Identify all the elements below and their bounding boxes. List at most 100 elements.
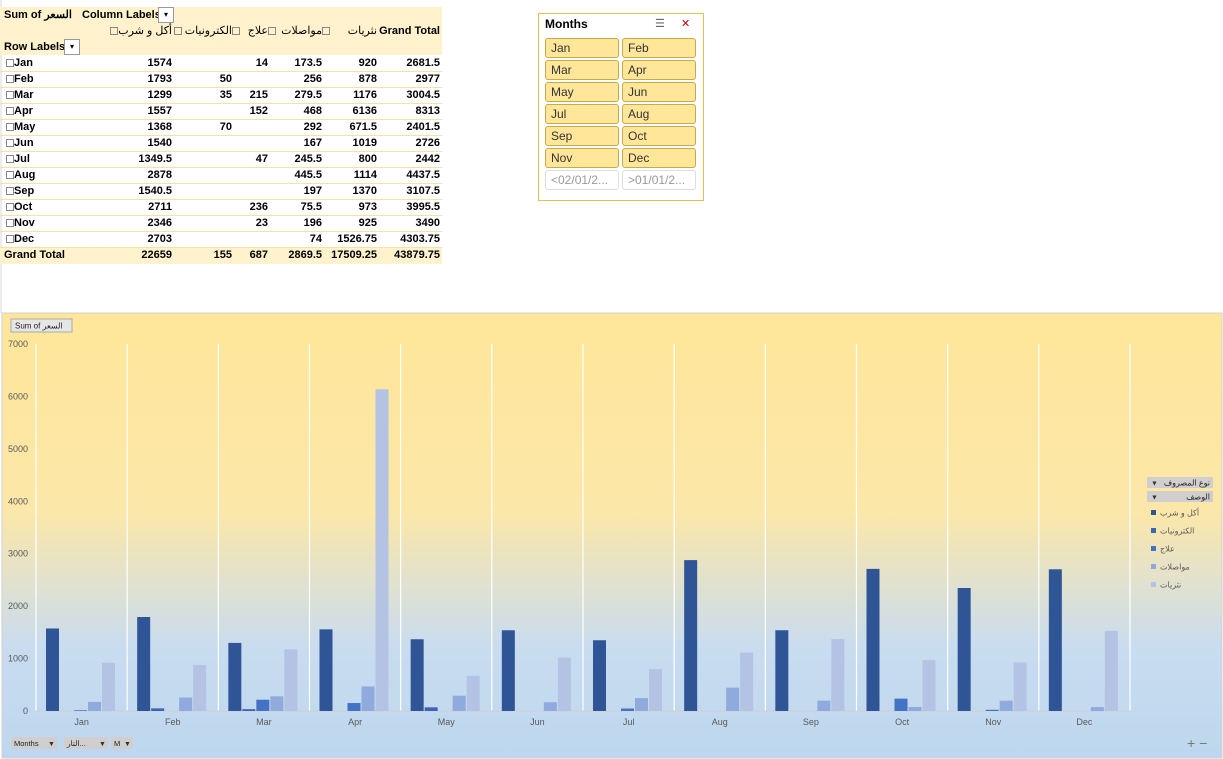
bar bbox=[866, 568, 880, 711]
axis-field-label[interactable]: M bbox=[114, 739, 120, 748]
expand-icon[interactable] bbox=[6, 155, 14, 163]
row-label: Apr bbox=[14, 105, 33, 117]
cell: 468 bbox=[303, 105, 322, 117]
legend-field-button[interactable] bbox=[1147, 477, 1213, 488]
bar bbox=[179, 697, 193, 711]
cell: 2869.5 bbox=[288, 249, 322, 261]
expand-icon[interactable] bbox=[6, 123, 14, 131]
slicer-item[interactable]: Mar bbox=[545, 60, 619, 80]
multi-select-icon[interactable]: ☰ bbox=[655, 18, 665, 30]
bar bbox=[621, 708, 634, 711]
bar bbox=[831, 639, 845, 711]
expand-icon[interactable] bbox=[6, 91, 14, 99]
cell: 1574 bbox=[147, 57, 172, 69]
filter-dropdown[interactable]: ▾ bbox=[158, 7, 174, 23]
slicer-item[interactable]: Sep bbox=[545, 126, 619, 146]
bar bbox=[151, 708, 165, 711]
cell: 6136 bbox=[352, 105, 377, 117]
row-rule bbox=[0, 215, 442, 216]
x-tick-label: Dec bbox=[1076, 717, 1093, 727]
legend-field-button[interactable] bbox=[1147, 491, 1213, 502]
slicer-item[interactable]: Jun bbox=[622, 82, 696, 102]
row-rule bbox=[0, 151, 442, 152]
expand-icon[interactable] bbox=[6, 59, 14, 67]
cell: 1557 bbox=[147, 105, 172, 117]
cell: 2726 bbox=[415, 137, 440, 149]
row-label: Jan bbox=[14, 57, 33, 69]
cell: 3490 bbox=[415, 217, 440, 229]
axis-field-label[interactable]: التار... bbox=[66, 739, 86, 748]
legend-swatch bbox=[1151, 564, 1156, 569]
expand-icon[interactable] bbox=[6, 139, 14, 147]
slicer-item[interactable]: Jan bbox=[545, 38, 619, 58]
slicer-item[interactable]: <02/01/2... bbox=[545, 170, 619, 190]
row-rule bbox=[0, 199, 442, 200]
row-label: Grand Total bbox=[4, 249, 65, 261]
cell: 1793 bbox=[147, 73, 172, 85]
row-label: Jul bbox=[14, 153, 30, 165]
slicer-item[interactable]: Jul bbox=[545, 104, 619, 124]
cell: 236 bbox=[249, 201, 268, 213]
expand-icon[interactable] bbox=[110, 27, 118, 35]
dropdown-arrow[interactable]: ▼ bbox=[1151, 495, 1158, 502]
legend-field-label[interactable]: نوع المصروف bbox=[1164, 479, 1210, 488]
slicer-item[interactable]: Apr bbox=[622, 60, 696, 80]
bar bbox=[684, 560, 698, 711]
expand-icon[interactable] bbox=[268, 27, 276, 35]
expand-icon[interactable] bbox=[6, 203, 14, 211]
slicer-item[interactable]: >01/01/2... bbox=[622, 170, 696, 190]
expand-icon[interactable] bbox=[232, 27, 240, 35]
expand-icon[interactable] bbox=[174, 27, 182, 35]
cell: 1019 bbox=[352, 137, 377, 149]
bar bbox=[347, 703, 361, 711]
legend-label: الكترونيات bbox=[1160, 527, 1194, 536]
x-tick-label: Nov bbox=[985, 717, 1002, 727]
bar bbox=[1104, 630, 1118, 711]
slicer-item[interactable]: Feb bbox=[622, 38, 696, 58]
cell: 1349.5 bbox=[138, 153, 172, 165]
expand-icon[interactable] bbox=[6, 107, 14, 115]
bar bbox=[46, 628, 59, 711]
expand-icon[interactable] bbox=[6, 75, 14, 83]
axis-field-button[interactable] bbox=[64, 737, 108, 749]
cell: 2878 bbox=[147, 169, 172, 181]
cell: 1299 bbox=[147, 89, 172, 101]
dropdown-arrow[interactable]: ▼ bbox=[1151, 481, 1158, 488]
expand-icon[interactable] bbox=[322, 27, 330, 35]
clear-filter-icon[interactable]: ✕ bbox=[681, 18, 691, 30]
y-tick-label: 3000 bbox=[8, 549, 28, 559]
slicer-item[interactable]: May bbox=[545, 82, 619, 102]
dropdown-arrow[interactable]: ▼ bbox=[48, 741, 55, 748]
axis-field-button[interactable] bbox=[111, 737, 133, 749]
slicer-item[interactable]: Dec bbox=[622, 148, 696, 168]
cell: 800 bbox=[358, 153, 377, 165]
cell: 43879.75 bbox=[394, 249, 440, 261]
cell: 4437.5 bbox=[406, 169, 440, 181]
slicer-item[interactable]: Nov bbox=[545, 148, 619, 168]
zoom-buttons[interactable]: + − bbox=[1187, 735, 1207, 751]
expand-icon[interactable] bbox=[6, 187, 14, 195]
bar bbox=[88, 701, 101, 711]
field-button[interactable] bbox=[10, 318, 73, 333]
dropdown-arrow[interactable]: ▼ bbox=[124, 741, 131, 748]
expand-icon[interactable] bbox=[6, 171, 14, 179]
filter-dropdown[interactable]: ▾ bbox=[64, 39, 80, 55]
legend-field-label[interactable]: الوصف bbox=[1186, 493, 1210, 502]
expand-icon[interactable] bbox=[6, 235, 14, 243]
axis-field-label[interactable]: Months bbox=[14, 739, 39, 748]
slicer-item[interactable]: Oct bbox=[622, 126, 696, 146]
y-tick-label: 0 bbox=[23, 706, 28, 716]
expand-icon[interactable] bbox=[6, 219, 14, 227]
field-button-label[interactable]: Sum of السعر bbox=[15, 322, 63, 331]
x-tick-label: Jan bbox=[74, 717, 89, 727]
dropdown-arrow[interactable]: ▼ bbox=[99, 741, 106, 748]
slicer-item[interactable]: Aug bbox=[622, 104, 696, 124]
cell: 215 bbox=[249, 89, 268, 101]
row-label: Aug bbox=[14, 169, 36, 181]
bar bbox=[775, 630, 789, 711]
cell: 2681.5 bbox=[406, 57, 440, 69]
cell: 2977 bbox=[415, 73, 440, 85]
axis-field-button[interactable] bbox=[11, 737, 57, 749]
cell: 2711 bbox=[148, 201, 172, 213]
